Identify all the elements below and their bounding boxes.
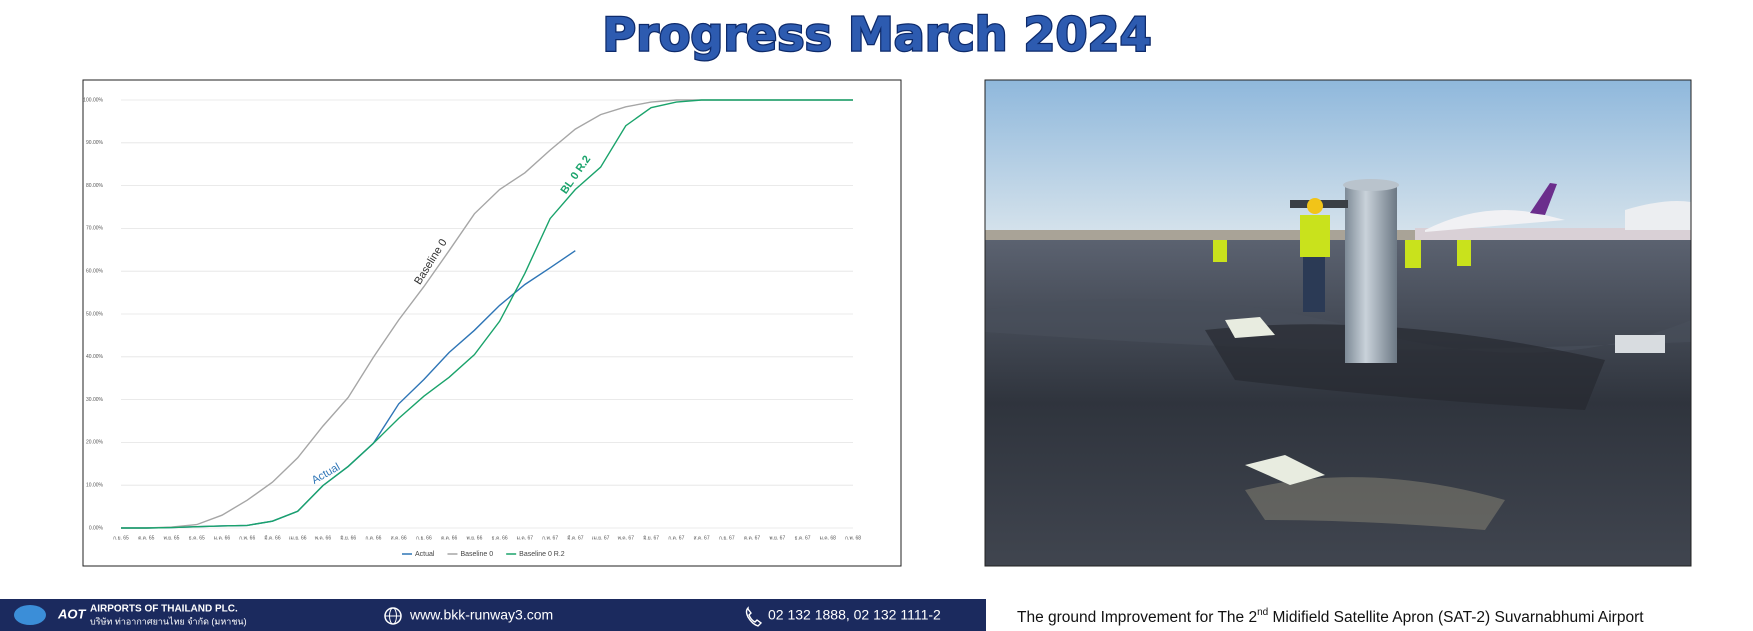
chart-frame [82, 79, 902, 567]
y-tick-label: 20.00% [86, 440, 104, 446]
x-tick-label: ต.ค. 66 [441, 535, 458, 541]
y-tick-label: 70.00% [86, 226, 104, 232]
caption-sup: nd [1257, 607, 1268, 618]
y-tick-label: 10.00% [86, 483, 104, 489]
chart-panel: 0.00% 10.00% 20.00% 30.00% 40.00% 50.00% 60.00… [82, 79, 902, 567]
x-tick-label: ม.ค. 68 [820, 535, 837, 541]
x-tick-label: พ.ค. 67 [618, 535, 635, 541]
x-tick-label: พ.ย. 65 [163, 535, 179, 541]
caption: The ground Improvement for The 2nd Midif… [1017, 607, 1644, 626]
y-tick-label: 0.00% [89, 525, 104, 531]
x-tick-label: ส.ค. 66 [391, 535, 407, 541]
x-tick-label: มี.ค. 66 [264, 534, 281, 541]
company-thai: บริษัท ท่าอากาศยานไทย จำกัด (มหาชน) [90, 616, 247, 626]
x-tick-label: ต.ค. 67 [744, 535, 761, 541]
x-tick-label: ม.ค. 66 [214, 535, 231, 541]
legend-label: Baseline 0 [460, 551, 493, 558]
y-tick-label: 40.00% [86, 354, 104, 360]
y-tick-label: 80.00% [86, 183, 104, 189]
x-tick-label: มิ.ย. 67 [643, 534, 659, 541]
y-tick-label: 30.00% [86, 397, 104, 403]
series-line [121, 99, 853, 529]
logo-text: AOT [57, 606, 87, 621]
x-tick-label: พ.ย. 67 [769, 535, 785, 541]
x-tick-label: ก.ค. 67 [668, 535, 684, 541]
y-tick-label: 90.00% [86, 140, 104, 146]
x-tick-label: มิ.ย. 66 [340, 534, 356, 541]
x-tick-label: ก.พ. 67 [542, 535, 558, 541]
company-name: AIRPORTS OF THAILAND PLC. [90, 604, 238, 615]
x-tick-label: ต.ค. 65 [138, 535, 155, 541]
x-tick-label: มี.ค. 67 [567, 534, 584, 541]
y-tick-label: 50.00% [86, 311, 104, 317]
x-tick-label: ก.พ. 68 [845, 535, 861, 541]
x-tick-label: ธ.ค. 66 [492, 535, 508, 541]
slide-title: Progress March 2024 [602, 8, 1151, 62]
x-tick-label: ก.ย. 67 [719, 535, 735, 541]
x-tick-label: พ.ย. 66 [466, 535, 482, 541]
x-tick-label: ธ.ค. 67 [794, 535, 810, 541]
x-tick-label: เม.ย. 67 [592, 535, 610, 541]
x-tick-label: ส.ค. 67 [693, 535, 709, 541]
x-tick-label: ก.พ. 66 [239, 535, 255, 541]
legend-label: Actual [415, 551, 435, 558]
legend-label: Baseline 0 R.2 [519, 551, 565, 558]
x-tick-label: ก.ย. 65 [113, 535, 129, 541]
footer-bar [0, 599, 986, 631]
x-tick-label: ก.ค. 66 [365, 535, 381, 541]
caption-text: Midifield Satellite Apron (SAT-2) Suvarn… [1268, 609, 1644, 626]
x-tick-label: เม.ย. 66 [289, 535, 307, 541]
phone: 02 132 1888, 02 132 1111-2 [768, 607, 941, 623]
footer: AOT AIRPORTS OF THAILAND PLC. บริษัท ท่า… [0, 599, 1644, 631]
website: www.bkk-runway3.com [409, 607, 553, 623]
plot-area: 0.00% 10.00% 20.00% 30.00% 40.00% 50.00% 60.00… [83, 97, 861, 558]
site-photo [984, 79, 1692, 567]
caption-text: The ground Improvement for The 2 [1017, 609, 1257, 626]
y-tick-label: 100.00% [83, 97, 103, 103]
x-tick-label: พ.ค. 66 [315, 535, 332, 541]
x-tick-label: ธ.ค. 65 [189, 535, 205, 541]
x-tick-label: ม.ค. 67 [517, 535, 534, 541]
x-tick-label: ก.ย. 66 [416, 535, 432, 541]
y-tick-label: 60.00% [86, 269, 104, 275]
